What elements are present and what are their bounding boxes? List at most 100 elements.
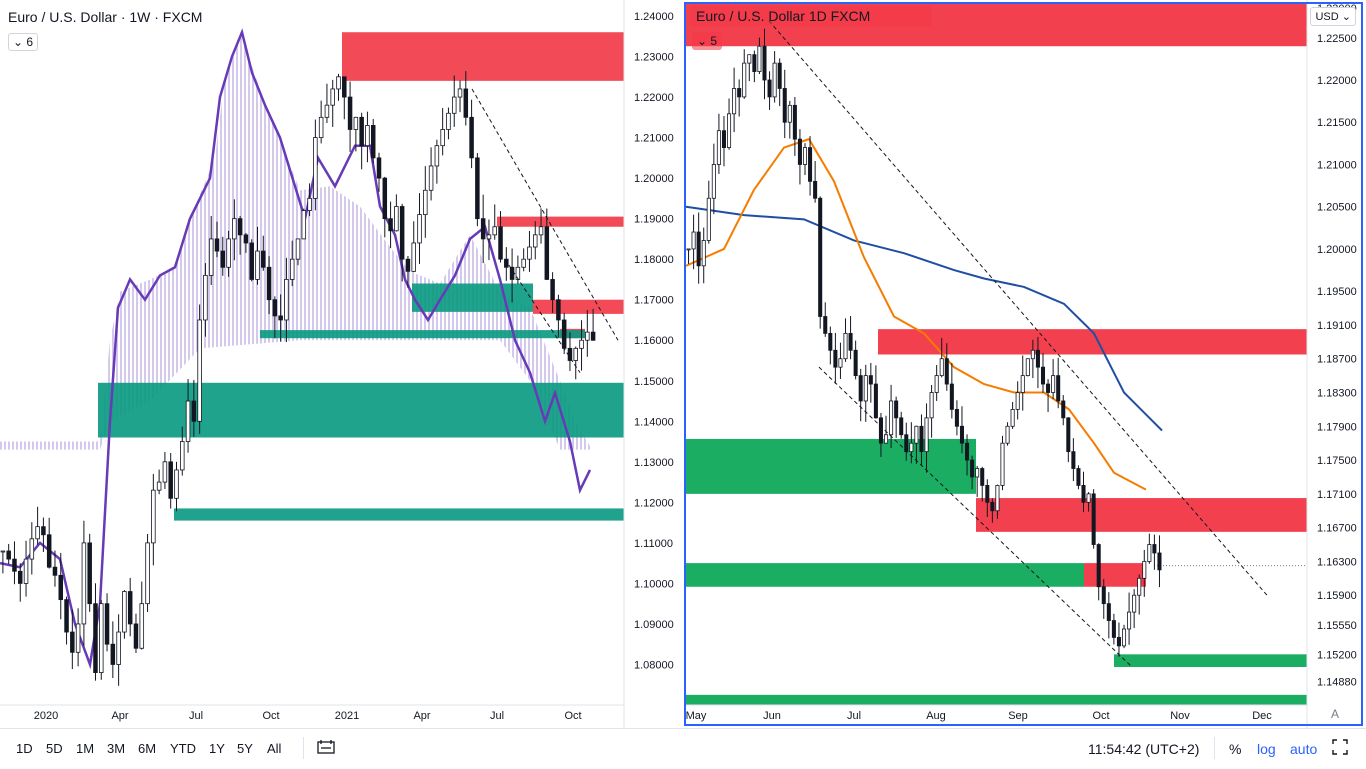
candle-body xyxy=(70,631,75,653)
auto-scale-button[interactable]: A xyxy=(1331,707,1340,721)
left-price-tick: 1.13000 xyxy=(634,457,674,469)
candle-body xyxy=(463,88,469,118)
range-3m-button[interactable]: 3M xyxy=(107,741,126,756)
right-collapse-badge[interactable]: ⌄ 5 xyxy=(692,32,723,50)
left-chart-canvas[interactable]: 1.24000 1.23000 1.22000 1.21000 1.20000 1.190… xyxy=(0,0,684,728)
candle-body xyxy=(139,603,145,649)
demand-zone xyxy=(686,694,1307,705)
right-time-tick: Dec xyxy=(1252,710,1272,722)
range-all-button[interactable]: All xyxy=(267,741,282,756)
candle-body xyxy=(307,197,312,211)
clock-readout[interactable]: 11:54:42 (UTC+2) xyxy=(1088,741,1200,757)
candle-body xyxy=(1071,451,1076,469)
candle-body xyxy=(87,542,92,605)
candle-body xyxy=(985,485,990,503)
auto-scale-toggle[interactable]: auto xyxy=(1290,741,1318,757)
candle-body xyxy=(848,332,853,351)
right-price-tick: 1.17900 xyxy=(1317,421,1357,433)
candle-body xyxy=(995,485,1000,512)
bottom-toolbar: 1D 5D 1M 3M 6M YTD 1Y 5Y All 11:54:42 (U… xyxy=(0,728,1366,769)
candle-body xyxy=(122,591,127,633)
left-time-tick: Jul xyxy=(490,710,504,722)
candle-body xyxy=(521,258,526,268)
candle-body xyxy=(359,116,364,147)
left-collapse-badge[interactable]: ⌄ 6 xyxy=(8,33,39,51)
candle-body xyxy=(46,534,52,568)
candle-body xyxy=(289,258,295,280)
candle-body xyxy=(1010,408,1015,427)
range-ytd-button[interactable]: YTD xyxy=(170,741,196,756)
range-6m-button[interactable]: 6M xyxy=(138,741,157,756)
candle-body xyxy=(990,501,995,512)
candle-body xyxy=(486,234,492,240)
right-price-tick: 1.15200 xyxy=(1317,649,1357,661)
right-price-tick: 1.20500 xyxy=(1317,202,1357,214)
range-1y-button[interactable]: 1Y xyxy=(209,741,225,756)
right-price-tick: 1.22500 xyxy=(1317,33,1357,45)
candle-body xyxy=(792,104,797,140)
candle-body xyxy=(970,459,975,478)
currency-selector[interactable]: USD ⌄ xyxy=(1310,7,1356,26)
range-1d-button[interactable]: 1D xyxy=(16,741,33,756)
left-price-tick: 1.24000 xyxy=(634,11,674,23)
range-5y-button[interactable]: 5Y xyxy=(237,741,253,756)
candle-body xyxy=(828,332,833,351)
candle-body xyxy=(515,266,521,280)
trendline-lower xyxy=(504,258,581,373)
candle-body xyxy=(732,88,737,115)
candle-body xyxy=(954,408,959,427)
candle-body xyxy=(446,112,451,130)
left-chart-pane[interactable]: 1.24000 1.23000 1.22000 1.21000 1.20000 1.190… xyxy=(0,0,684,728)
candle-body xyxy=(701,240,706,267)
fast-moving-average xyxy=(685,137,1147,491)
candle-body xyxy=(342,76,347,98)
candle-body xyxy=(475,157,480,220)
candle-body xyxy=(544,226,550,280)
right-chart-canvas[interactable]: 1.22500 1.22000 1.21500 1.21000 1.20500 1.200… xyxy=(684,0,1366,728)
candle-body xyxy=(284,279,289,321)
candle-body xyxy=(1096,544,1101,588)
candle-body xyxy=(272,299,278,317)
left-time-tick: Jul xyxy=(189,710,203,722)
right-price-tick: 1.15900 xyxy=(1317,590,1357,602)
percent-scale-toggle[interactable]: % xyxy=(1229,741,1242,757)
candle-body xyxy=(1005,425,1010,444)
demand-zone xyxy=(686,563,1084,587)
supply-zone xyxy=(497,216,624,227)
candle-body xyxy=(767,79,772,98)
candle-body xyxy=(706,197,711,241)
candle-body xyxy=(145,542,150,605)
candle-body xyxy=(18,570,23,584)
candle-body xyxy=(929,392,934,419)
candle-body xyxy=(504,258,509,268)
log-scale-toggle[interactable]: log xyxy=(1257,741,1276,757)
fullscreen-icon[interactable] xyxy=(1332,739,1348,755)
candle-body xyxy=(772,62,777,98)
candle-body xyxy=(99,603,104,673)
right-price-tick: 1.17500 xyxy=(1317,455,1357,467)
candle-body xyxy=(1046,383,1051,393)
range-5d-button[interactable]: 5D xyxy=(46,741,63,756)
range-1m-button[interactable]: 1M xyxy=(76,741,95,756)
candle-body xyxy=(833,349,838,368)
left-price-tick: 1.14000 xyxy=(634,416,674,428)
candle-body xyxy=(1142,561,1147,579)
left-price-tick: 1.19000 xyxy=(634,214,674,226)
right-badge-count: 5 xyxy=(710,34,718,48)
candle-body xyxy=(388,218,393,232)
date-range-icon[interactable] xyxy=(317,739,335,755)
right-chart-pane[interactable]: 1.22500 1.22000 1.21500 1.21000 1.20500 1.200… xyxy=(684,0,1366,728)
candle-body xyxy=(353,116,359,130)
candle-body xyxy=(691,231,696,250)
right-symbol-legend: Euro / U.S. Dollar 1D FXCM xyxy=(690,6,932,26)
candle-body xyxy=(904,434,909,453)
right-price-tick: 1.18300 xyxy=(1317,388,1357,400)
candle-body xyxy=(104,603,110,645)
candle-body xyxy=(6,550,11,560)
left-price-tick: 1.17000 xyxy=(634,295,674,307)
candle-body xyxy=(226,238,231,268)
candle-body xyxy=(237,218,243,236)
candle-body xyxy=(808,147,813,182)
candle-body xyxy=(197,319,202,422)
left-time-tick: 2021 xyxy=(335,710,359,722)
